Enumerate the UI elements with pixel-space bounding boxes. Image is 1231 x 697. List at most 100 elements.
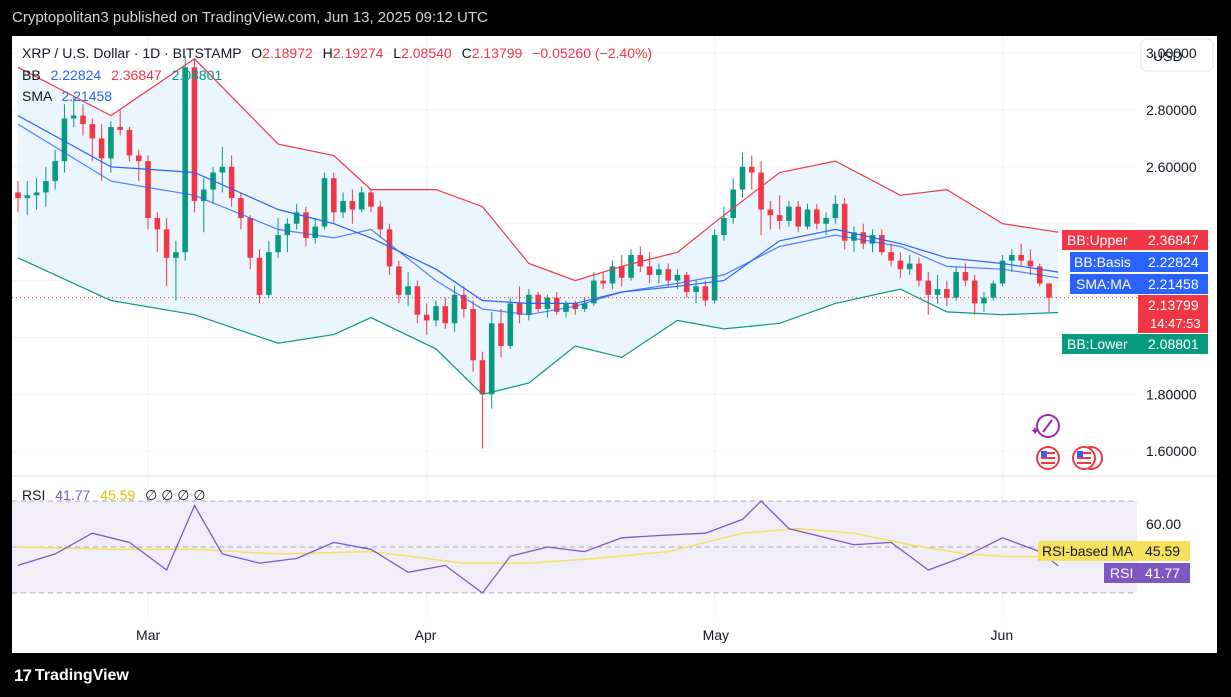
candle-body bbox=[1009, 255, 1015, 261]
bb-upper-line bbox=[17, 58, 1059, 282]
candle-body bbox=[674, 274, 681, 281]
candle-body bbox=[925, 280, 932, 295]
rsi-tick-label: 60.00 bbox=[1146, 516, 1181, 532]
candle-body bbox=[804, 209, 811, 227]
candle-body bbox=[191, 67, 198, 201]
candle-body bbox=[498, 323, 504, 347]
candle-body bbox=[823, 218, 829, 224]
indicator-lines bbox=[12, 58, 1137, 396]
tradingview-brand[interactable]: 17 TradingView bbox=[14, 666, 129, 686]
legend-open: 2.18972 bbox=[262, 45, 313, 61]
rsi-tag: RSI 41.77 bbox=[1104, 563, 1190, 583]
bb-basis-tag: BB:Basis 2.22824 bbox=[1070, 252, 1208, 272]
candle-body bbox=[934, 289, 941, 295]
candle-body bbox=[953, 272, 959, 298]
candle-body bbox=[814, 209, 820, 224]
candle-body bbox=[832, 203, 839, 219]
last-price-tag: 2.13799 14:47:53 bbox=[1138, 295, 1208, 333]
legend-rsi-ma-value: 45.59 bbox=[100, 487, 135, 503]
candle-body bbox=[247, 218, 253, 258]
legend-bb-lower: 2.08801 bbox=[172, 67, 223, 83]
svg-text:RSI 41.77: RSI 41.77 45.59 ∅ ∅ ∅ ∅ bbox=[22, 487, 206, 503]
candle-body bbox=[331, 178, 337, 213]
svg-text:XRP / U.S. Dollar · 1D · BITST: XRP / U.S. Dollar · 1D · BITSTAMP O2.189… bbox=[22, 45, 652, 61]
candle-body bbox=[275, 235, 281, 253]
candle-body bbox=[182, 67, 188, 253]
currency-button[interactable]: USD bbox=[1140, 38, 1214, 72]
currency-label: USD bbox=[1153, 48, 1183, 64]
legend-change: −0.05260 (−2.40%) bbox=[532, 45, 652, 61]
candle-body bbox=[33, 192, 40, 196]
candle-body bbox=[340, 200, 346, 213]
candle-body bbox=[433, 306, 439, 321]
price-tick-label: 2.80000 bbox=[1146, 102, 1197, 118]
candle-body bbox=[15, 192, 21, 199]
candle-body bbox=[470, 309, 476, 361]
candle-body bbox=[581, 303, 588, 310]
candle-body bbox=[117, 127, 123, 130]
candle-body bbox=[61, 118, 68, 162]
legend-bb-upper: 2.36847 bbox=[111, 67, 162, 83]
svg-text:SMA:MA: SMA:MA bbox=[1076, 276, 1132, 292]
us-flag-icon-group bbox=[1072, 446, 1103, 470]
bollinger-band-fill bbox=[18, 58, 1059, 395]
time-tick-label: Jun bbox=[991, 627, 1014, 643]
bb-lower-value: 2.08801 bbox=[1148, 336, 1199, 352]
candle-body bbox=[321, 178, 328, 227]
candle-body bbox=[507, 303, 514, 347]
candle-body bbox=[739, 166, 746, 190]
bb-upper-tag: BB:Upper 2.36847 bbox=[1062, 230, 1208, 250]
legend-rsi-label: RSI bbox=[22, 487, 45, 503]
candle-body bbox=[154, 218, 161, 230]
bar-countdown: 14:47:53 bbox=[1150, 316, 1201, 331]
candle-body bbox=[488, 323, 495, 395]
candle-body bbox=[89, 124, 96, 139]
sma-tag: SMA:MA 2.21458 bbox=[1070, 274, 1208, 294]
candle-body bbox=[163, 229, 170, 258]
candle-body bbox=[405, 286, 411, 295]
candle-body bbox=[479, 360, 486, 395]
candle-body bbox=[358, 192, 365, 210]
candle-body bbox=[368, 192, 374, 207]
candle-body bbox=[693, 286, 699, 292]
chart-panel: 60.00 XRP / U.S. Dollar · 1D · BITSTAMP … bbox=[12, 36, 1217, 653]
candle-body bbox=[758, 172, 764, 210]
chart-svg[interactable]: 60.00 XRP / U.S. Dollar · 1D · BITSTAMP … bbox=[12, 36, 1217, 653]
candle-body bbox=[600, 280, 606, 284]
candle-body bbox=[646, 266, 653, 275]
rsi-ma-value: 45.59 bbox=[1145, 543, 1180, 559]
candle-body bbox=[265, 252, 272, 295]
candle-body bbox=[628, 255, 634, 278]
candle-body bbox=[377, 206, 384, 230]
candle-body bbox=[702, 286, 709, 301]
rsi-line bbox=[17, 500, 1059, 594]
last-price: 2.13799 bbox=[1148, 297, 1199, 313]
bb-lower-line bbox=[17, 257, 1059, 396]
candle-body bbox=[665, 269, 671, 281]
legend-bb-label: BB bbox=[22, 67, 41, 83]
candle-body bbox=[238, 198, 244, 219]
candle-body bbox=[981, 297, 987, 304]
candle-body bbox=[786, 206, 792, 221]
us-flag-icon bbox=[1036, 446, 1060, 470]
candle-body bbox=[43, 181, 49, 193]
candle-body bbox=[609, 266, 616, 284]
bb-upper-value: 2.36847 bbox=[1148, 232, 1199, 248]
candle-body bbox=[284, 223, 291, 236]
candle-body bbox=[80, 115, 86, 125]
event-icons[interactable]: ✦ bbox=[1030, 414, 1103, 470]
legend-sma-label: SMA bbox=[22, 88, 53, 104]
candle-body bbox=[888, 252, 894, 261]
candle-body bbox=[98, 138, 105, 159]
bollinger-bands bbox=[18, 58, 1059, 395]
candle-body bbox=[767, 209, 774, 216]
candle-body bbox=[730, 189, 736, 219]
price-tick-label: 2.60000 bbox=[1146, 159, 1197, 175]
candle-body bbox=[451, 294, 458, 324]
candle-body bbox=[126, 129, 133, 156]
price-axis[interactable]: 1.60000 1.80000 2.60000 2.80000 3.00000 bbox=[1146, 45, 1197, 459]
rsi-value: 41.77 bbox=[1145, 565, 1180, 581]
bb-lower-tag: BB:Lower 2.08801 bbox=[1062, 334, 1208, 354]
candle-body bbox=[52, 161, 58, 182]
time-axis[interactable]: Mar Apr May Jun bbox=[136, 627, 1013, 643]
